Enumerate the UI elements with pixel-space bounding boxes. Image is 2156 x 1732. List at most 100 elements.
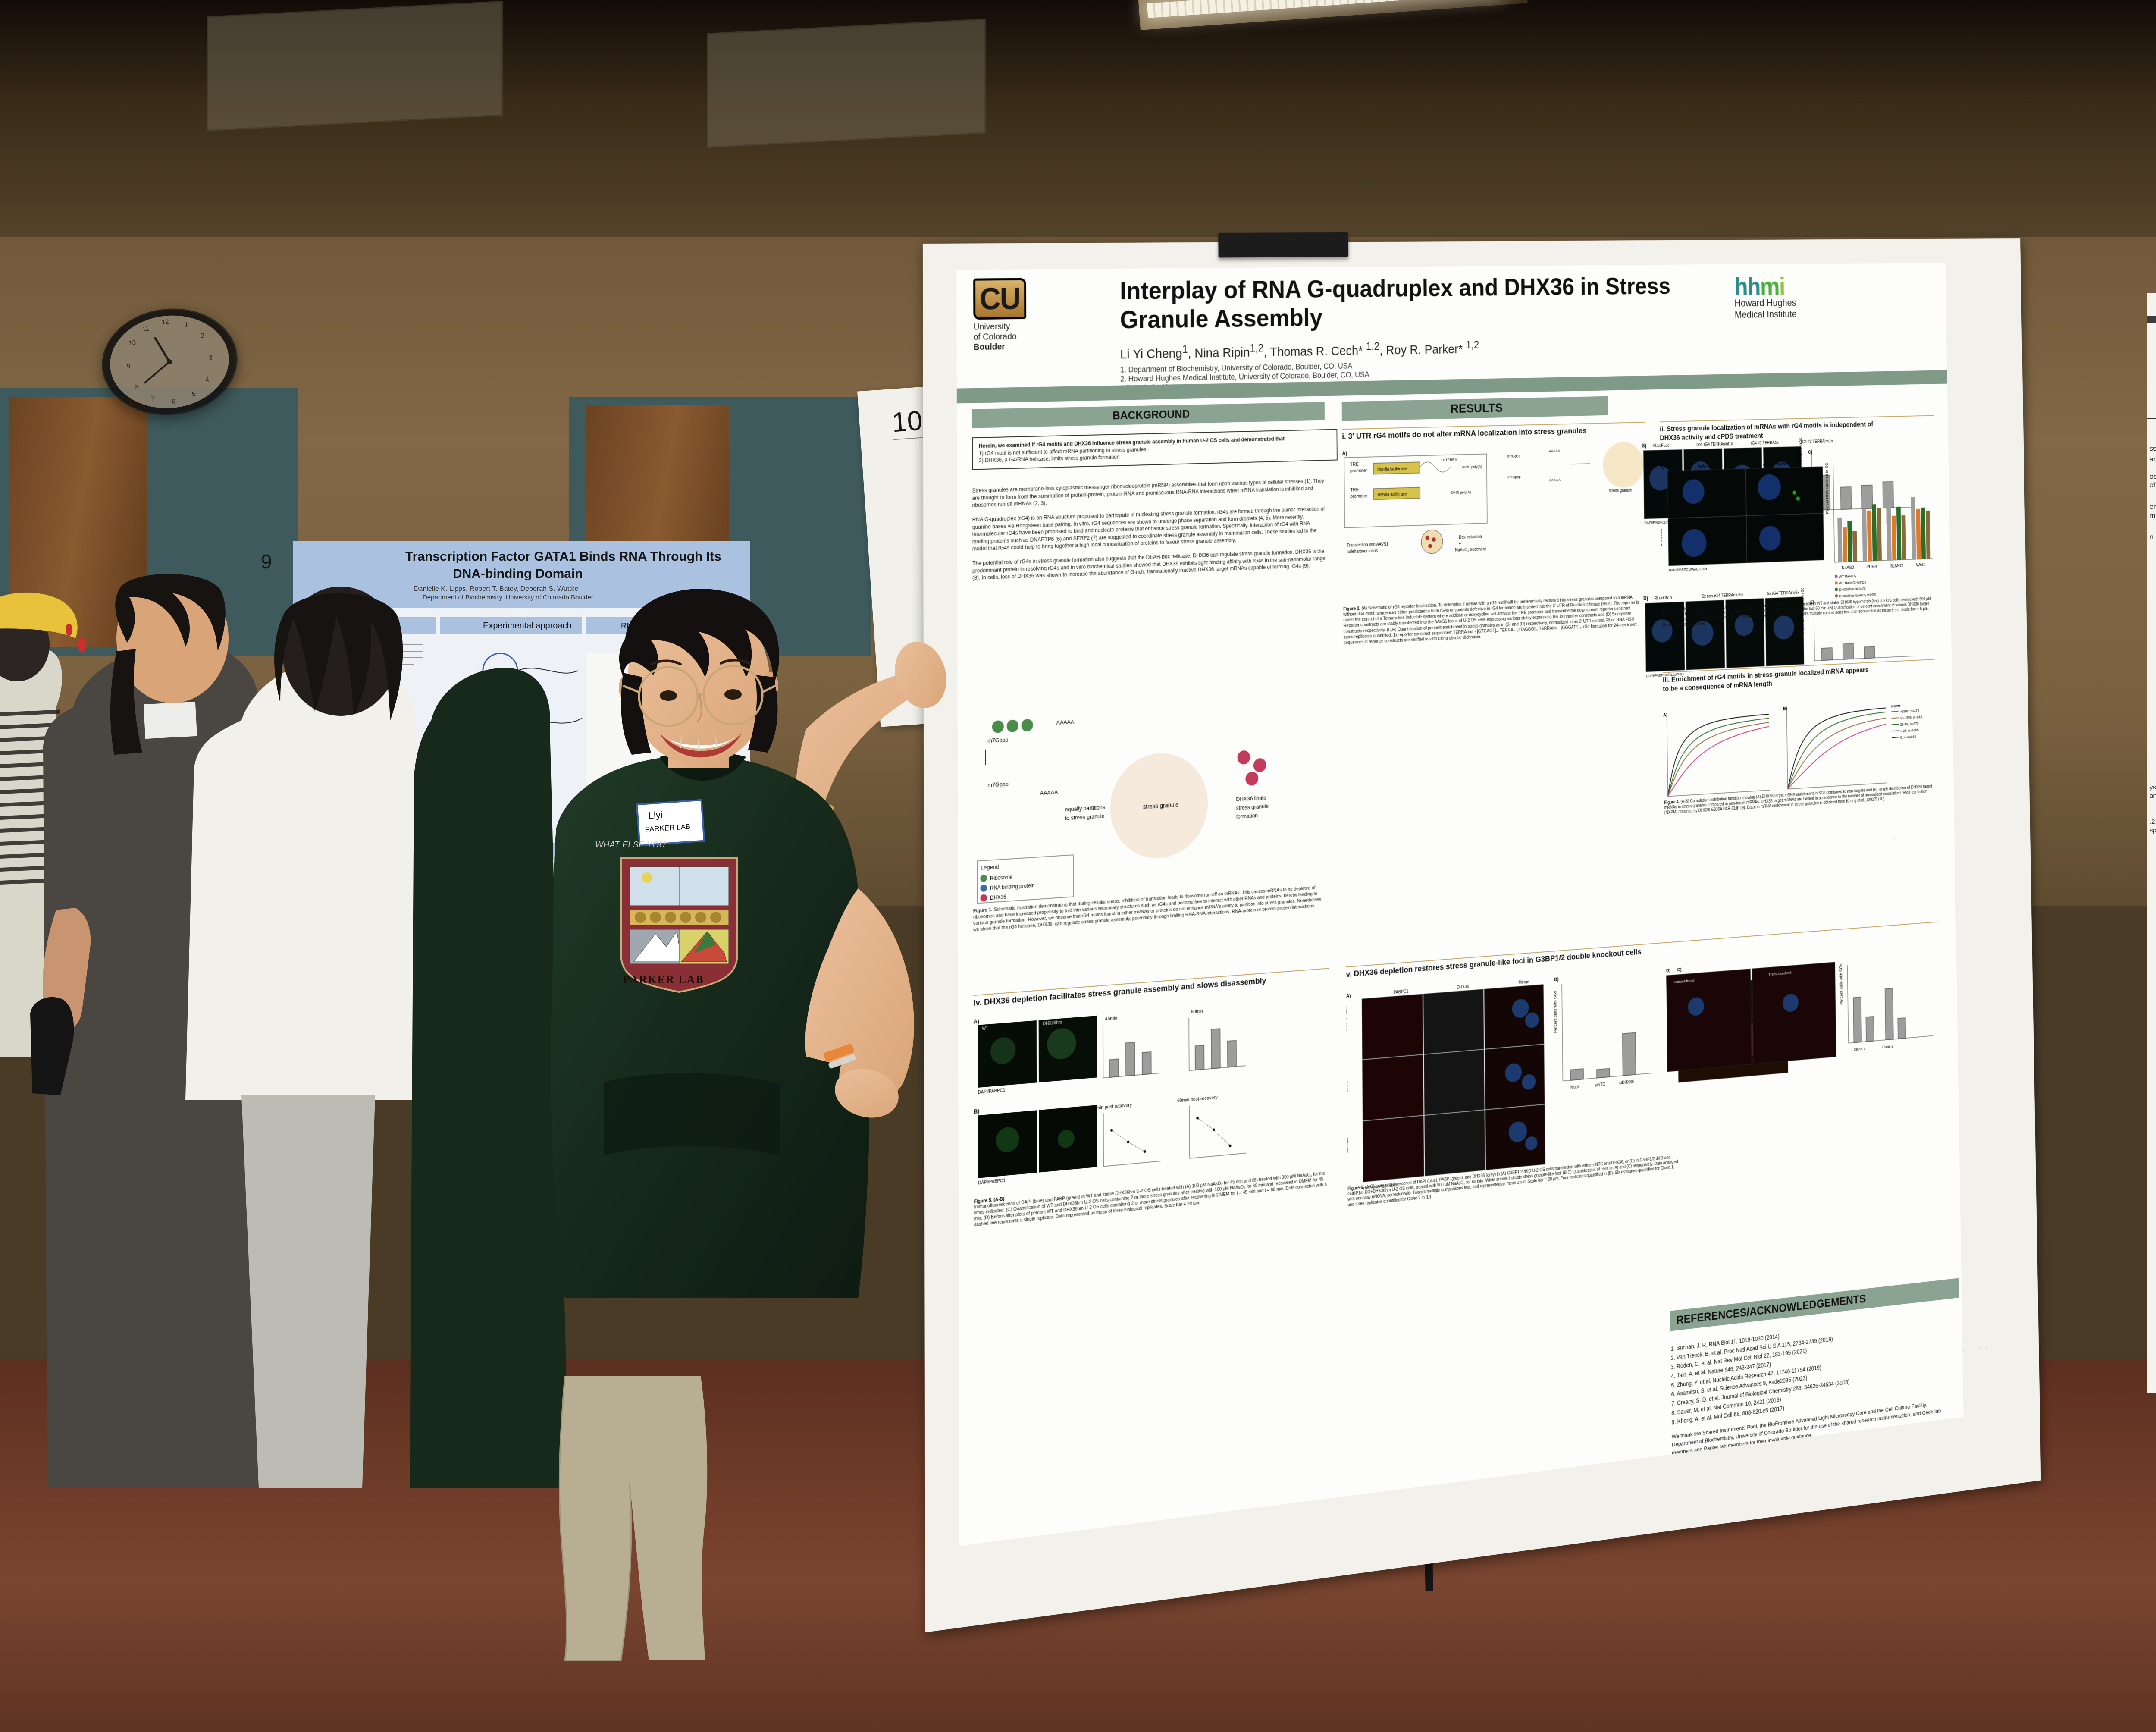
svg-text:G3BP1/2 dKO: G3BP1/2 dKO xyxy=(1346,1007,1348,1032)
svg-text:10: 10 xyxy=(128,339,136,347)
svg-text:5: 5 xyxy=(191,390,196,398)
svg-text:11: 11 xyxy=(142,325,149,333)
svg-text:B): B) xyxy=(1783,706,1787,711)
svg-text:siNTC: siNTC xyxy=(1595,1082,1606,1088)
svg-text:A): A) xyxy=(1660,465,1664,470)
svg-text:m7Gppp: m7Gppp xyxy=(987,781,1008,788)
svg-text:9: 9 xyxy=(127,363,131,370)
svg-text:0, n=34068: 0, n=34068 xyxy=(1900,735,1916,740)
svg-text:formation: formation xyxy=(1236,812,1258,820)
svg-text:45min post recovery: 45min post recovery xyxy=(1091,1102,1132,1111)
svg-text:WT: WT xyxy=(982,1026,989,1031)
svg-text:WHAT ELSE YOU: WHAT ELSE YOU xyxy=(595,840,665,850)
svg-text:TRE: TRE xyxy=(1350,487,1359,493)
svg-text:Merge: Merge xyxy=(1519,980,1529,985)
svg-text:3: 3 xyxy=(208,354,213,362)
svg-text:DHX36 limits: DHX36 limits xyxy=(1236,794,1266,803)
svg-text:60min post-recovery: 60min post-recovery xyxy=(1177,1095,1218,1104)
svg-text:WAC: WAC xyxy=(1916,563,1925,568)
svg-text:non-rG4 TERRAmut1x: non-rG4 TERRAmut1x xyxy=(1696,442,1733,447)
svg-text:n metals induce expansion comp: n metals induce expansion compartments o… xyxy=(2150,533,2156,541)
svg-text:7: 7 xyxy=(151,395,155,402)
svg-text:DNA-binding Domain: DNA-binding Domain xyxy=(453,567,583,581)
svg-text:SV40 poly(A): SV40 poly(A) xyxy=(1451,490,1471,495)
svg-text:AAAAA: AAAAA xyxy=(1056,719,1075,726)
svg-text:Mock: Mock xyxy=(1570,1085,1580,1090)
svg-text:60min: 60min xyxy=(1191,1009,1203,1015)
svg-text:m7Gppp: m7Gppp xyxy=(1507,475,1520,479)
svg-text:ments?: ments? xyxy=(2150,512,2156,519)
svg-text:AAAAA: AAAAA xyxy=(1549,478,1561,482)
svg-text:25-49, n=673: 25-49, n=673 xyxy=(1900,722,1918,726)
svg-text:RNA binding protein: RNA binding protein xyxy=(990,882,1035,891)
svg-text:4: 4 xyxy=(205,376,210,384)
svg-text:B): B) xyxy=(974,1108,979,1115)
svg-text:AAAAA: AAAAA xyxy=(1549,449,1561,453)
svg-text:AAAAA: AAAAA xyxy=(1040,789,1058,797)
svg-text:promoter: promoter xyxy=(1350,468,1367,474)
svg-text:Renilla luciferase: Renilla luciferase xyxy=(1377,467,1407,472)
svg-text:rG4 #1 TERRA1x: rG4 #1 TERRA1x xyxy=(1751,441,1779,446)
svg-text:stress granule: stress granule xyxy=(1609,488,1632,493)
svg-text:D): D) xyxy=(1666,968,1670,973)
svg-text:WT: WT xyxy=(1660,491,1662,497)
svg-text:PURB: PURB xyxy=(1866,565,1877,570)
svg-text:of these transporters regulate: of these transporters regulated? xyxy=(2150,482,2156,489)
svg-text:osomal Zn2+ transporters activ: osomal Zn2+ transporters active or passi… xyxy=(2150,473,2156,480)
svg-text:siNTC: siNTC xyxy=(1346,1081,1348,1092)
svg-text:Percent cells with SGs: Percent cells with SGs xyxy=(1553,991,1557,1033)
svg-text:45min: 45min xyxy=(1105,1016,1118,1022)
svg-text:Ribosome: Ribosome xyxy=(990,874,1013,882)
svg-text:m7Gppp: m7Gppp xyxy=(987,737,1008,744)
svg-text:PARKER LAB: PARKER LAB xyxy=(623,973,704,986)
svg-text:promoter: promoter xyxy=(1350,494,1367,499)
svg-text:m7Gppp: m7Gppp xyxy=(1507,454,1520,458)
svg-text:A): A) xyxy=(1663,713,1667,718)
svg-text:6: 6 xyxy=(172,398,176,405)
svg-text:rG4 #2 TERRAinv1x: rG4 #2 TERRAinv1x xyxy=(1801,439,1833,445)
svg-text:Dox induction: Dox induction xyxy=(1459,535,1482,540)
svg-text:Percent RNA enriched in SG: Percent RNA enriched in SG xyxy=(1825,463,1830,514)
svg-text:12: 12 xyxy=(161,318,169,326)
svg-text:DHX36: DHX36 xyxy=(1457,985,1469,990)
svg-text:siDHX36: siDHX36 xyxy=(1346,1138,1349,1153)
svg-text:.2,3 from C. elegans: .2,3 from C. elegans xyxy=(2150,818,2156,825)
svg-text:Transcription Factor GATA1 Bin: Transcription Factor GATA1 Binds RNA Thr… xyxy=(405,549,721,564)
svg-text:to stress granule: to stress granule xyxy=(1065,813,1105,821)
svg-text:NaAS0: NaAS0 xyxy=(1842,565,1854,571)
svg-text:Percent cells with SGs: Percent cells with SGs xyxy=(1839,963,1843,1005)
svg-text:+: + xyxy=(1459,542,1461,546)
svg-text:stress granule: stress granule xyxy=(1236,803,1269,811)
svg-text:DHX36: DHX36 xyxy=(990,894,1006,901)
svg-text:B): B) xyxy=(1642,443,1646,449)
svg-text:cPDS + NaAsO₂: cPDS + NaAsO₂ xyxy=(1763,462,1789,467)
svg-text:Liyi: Liyi xyxy=(648,809,663,821)
svg-text:NXPM: NXPM xyxy=(1891,704,1900,708)
svg-text:spisomes containing Zn2+ fluor: spisomes containing Zn2+ fluorescent xyxy=(2150,827,2156,834)
svg-text:A): A) xyxy=(1342,451,1348,457)
svg-text:anaforms metals induce similar: anaforms metals induce similar compartme… xyxy=(2150,456,2156,463)
svg-text:D): D) xyxy=(1643,596,1648,601)
svg-text:RLucFLuc: RLucFLuc xyxy=(1653,443,1670,448)
svg-text:ysosomal Zn2+ transporters to: ysosomal Zn2+ transporters to characteri… xyxy=(2150,784,2156,791)
svg-text:1-24, n=6685: 1-24, n=6685 xyxy=(1900,728,1918,733)
svg-text:and ionic content of C. elegan: and ionic content of C. elegans lysosome… xyxy=(2150,792,2156,800)
svg-text:DHX36hm NaAsO₃+cPDS: DHX36hm NaAsO₃+cPDS xyxy=(1839,593,1876,598)
svg-text:DAPI/PABPC1: DAPI/PABPC1 xyxy=(978,1178,1006,1186)
svg-text:ssor compartment extension zin: ssor compartment extension zinc specific… xyxy=(2150,445,2156,452)
svg-text:DAPI/PABPC1/WAC FISH: DAPI/PABPC1/WAC FISH xyxy=(1669,567,1707,572)
svg-text:DHX36hm NaAsO₃: DHX36hm NaAsO₃ xyxy=(1839,587,1866,592)
svg-text:NaAsO₂ treatment: NaAsO₂ treatment xyxy=(1455,547,1486,553)
svg-text:WT NaAsO₃+cPDS: WT NaAsO₃+cPDS xyxy=(1839,580,1866,585)
svg-text:equally partitions: equally partitions xyxy=(1065,804,1106,813)
svg-text:1: 1 xyxy=(184,321,188,329)
svg-text:8: 8 xyxy=(135,383,139,391)
svg-text:A): A) xyxy=(1346,994,1351,999)
svg-text:Transfection into AAVS1: Transfection into AAVS1 xyxy=(1347,542,1388,548)
svg-text:Clone 2: Clone 2 xyxy=(1882,1044,1893,1049)
svg-text:>1595, n=478: >1595, n=478 xyxy=(1900,709,1919,713)
svg-text:Legend: Legend xyxy=(981,863,999,871)
svg-text:er stressors can induce expans: er stressors can induce expansion xyxy=(2150,503,2156,511)
svg-text:siDHX36: siDHX36 xyxy=(1619,1080,1634,1086)
svg-text:B): B) xyxy=(1554,977,1558,982)
